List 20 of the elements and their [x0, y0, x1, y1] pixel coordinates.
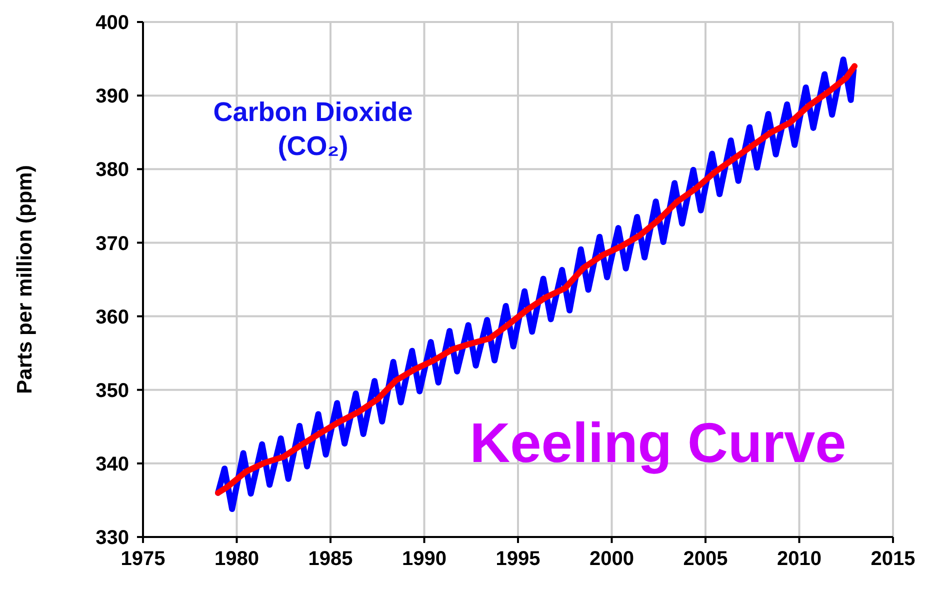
y-tick-label: 360: [96, 306, 129, 328]
x-tick-label: 1975: [120, 548, 166, 570]
y-axis-title: Parts per million (ppm): [13, 165, 36, 394]
y-tick-label: 400: [96, 12, 129, 34]
x-tick-label: 1985: [308, 548, 353, 570]
x-tick-label: 2015: [870, 548, 916, 570]
x-tick-label: 2000: [590, 548, 634, 570]
x-tick-label: 2005: [683, 548, 728, 570]
x-tick-label: 1980: [214, 548, 259, 570]
x-tick-label: 1990: [402, 548, 446, 570]
annotation: Carbon Dioxide (CO₂): [212, 96, 414, 163]
y-tick-label: 380: [96, 159, 129, 182]
y-tick-label: 350: [96, 380, 129, 402]
y-tick-label: 330: [96, 527, 129, 550]
y-tick-label: 370: [96, 232, 129, 255]
y-tick-label: 340: [96, 454, 129, 476]
y-tick-label: 390: [96, 86, 129, 108]
x-tick-label: 1995: [496, 548, 540, 570]
x-tick-label: 2010: [777, 548, 822, 570]
annotation: Keeling Curve: [468, 410, 848, 476]
